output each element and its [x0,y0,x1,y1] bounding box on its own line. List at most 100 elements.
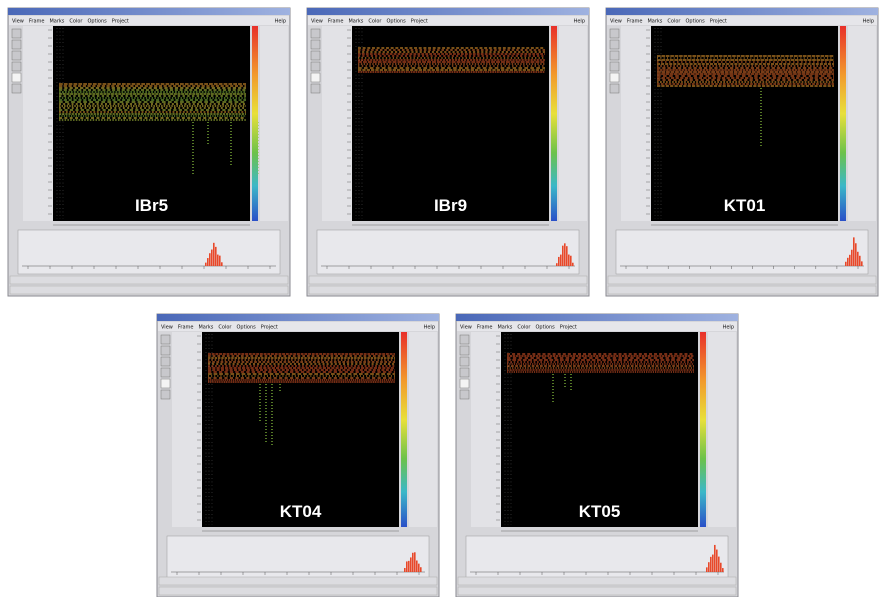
tool-button[interactable] [12,84,21,93]
tool-button[interactable] [460,335,469,344]
tool-button[interactable] [161,346,170,355]
menu-item[interactable]: Color [667,19,681,25]
tool-button[interactable] [311,51,320,60]
app-window: View Frame Marks Color Options Project Help IBr… [8,8,290,296]
tool-button[interactable] [311,40,320,49]
title-bar [456,314,738,321]
plot-area [352,26,549,221]
tool-button[interactable] [12,51,21,60]
status-bar [159,577,437,585]
menu-item[interactable]: View [161,325,173,331]
menu-item[interactable]: Project [411,19,428,25]
sample-label: KT01 [724,196,766,215]
tool-button[interactable] [460,346,469,355]
tool-button[interactable] [610,40,619,49]
tool-button[interactable] [610,51,619,60]
histogram-peak [420,567,422,572]
tool-button[interactable] [12,62,21,71]
menu-item[interactable]: Project [710,19,727,25]
tool-button[interactable] [460,379,469,388]
tool-button[interactable] [161,335,170,344]
menu-item[interactable]: Project [261,325,278,331]
menu-item[interactable]: Marks [348,19,363,25]
menu-item[interactable]: Frame [477,325,493,331]
tool-button[interactable] [610,84,619,93]
title-bar [8,8,290,15]
right-axis-area [559,26,587,221]
histogram-peak [718,557,720,572]
menu-item[interactable]: Color [69,19,83,25]
title-bar [307,8,589,15]
tool-button[interactable] [610,29,619,38]
help-menu[interactable]: Help [424,325,435,331]
tool-button[interactable] [12,73,21,82]
color-bar [840,26,846,221]
histogram-panel [167,536,429,580]
tool-button[interactable] [161,379,170,388]
tool-button[interactable] [610,62,619,71]
color-bar [252,26,258,221]
menu-item[interactable]: Options [386,19,406,25]
tool-button[interactable] [460,390,469,399]
menu-item[interactable]: Marks [497,325,512,331]
histogram-peak [209,253,211,266]
menu-item[interactable]: View [460,325,472,331]
help-menu[interactable]: Help [723,325,734,331]
menu-item[interactable]: Marks [49,19,64,25]
menu-item[interactable]: Color [368,19,382,25]
tool-button[interactable] [460,357,469,366]
left-axis-area [23,26,53,221]
help-menu[interactable]: Help [574,19,585,25]
menu-item[interactable]: Options [685,19,705,25]
tool-button[interactable] [12,40,21,49]
menu-item[interactable]: Frame [627,19,643,25]
status-bar [309,286,587,294]
help-menu[interactable]: Help [275,19,286,25]
menu-item[interactable]: Marks [198,325,213,331]
color-bar [551,26,557,221]
help-menu[interactable]: Help [863,19,874,25]
menu-item[interactable]: View [12,19,24,25]
histogram-peak [714,545,716,572]
tool-button[interactable] [460,368,469,377]
histogram-peak [710,557,712,572]
tool-button[interactable] [161,368,170,377]
histogram-peak [560,255,562,266]
tool-button[interactable] [610,73,619,82]
menu-item[interactable]: View [311,19,323,25]
status-bar [608,276,876,284]
histogram-panel [466,536,728,580]
histogram-peak [562,246,564,266]
histogram-peak [845,262,847,266]
menu-item[interactable]: Options [87,19,107,25]
menu-item[interactable]: Color [517,325,531,331]
menu-item[interactable]: Marks [647,19,662,25]
menu-item[interactable]: Frame [178,325,194,331]
tool-button[interactable] [311,29,320,38]
tool-button[interactable] [12,29,21,38]
histogram-peak [221,262,223,266]
app-window: ViewFrameMarksColorOptionsProjectHelpKT0… [157,314,439,597]
status-bar [458,577,736,585]
menu-item[interactable]: Options [535,325,555,331]
menu-item[interactable]: Options [236,325,256,331]
status-bar [309,276,587,284]
tool-button[interactable] [161,390,170,399]
tool-button[interactable] [161,357,170,366]
status-bar [458,587,736,595]
tool-button[interactable] [311,84,320,93]
menu-item[interactable]: View [610,19,622,25]
menu-item[interactable]: Frame [29,19,45,25]
tool-button[interactable] [311,62,320,71]
menu-item[interactable]: Project [560,325,577,331]
menu-item[interactable]: Frame [328,19,344,25]
histogram-peak [720,563,722,572]
histogram-panel [18,230,280,274]
plot-area [53,26,250,221]
histogram-peak [857,252,859,266]
tool-button[interactable] [311,73,320,82]
menu-item[interactable]: Project [112,19,129,25]
menu-item[interactable]: Color [218,325,232,331]
sample-label: IBr5 [135,196,168,215]
histogram-peak [213,243,215,266]
